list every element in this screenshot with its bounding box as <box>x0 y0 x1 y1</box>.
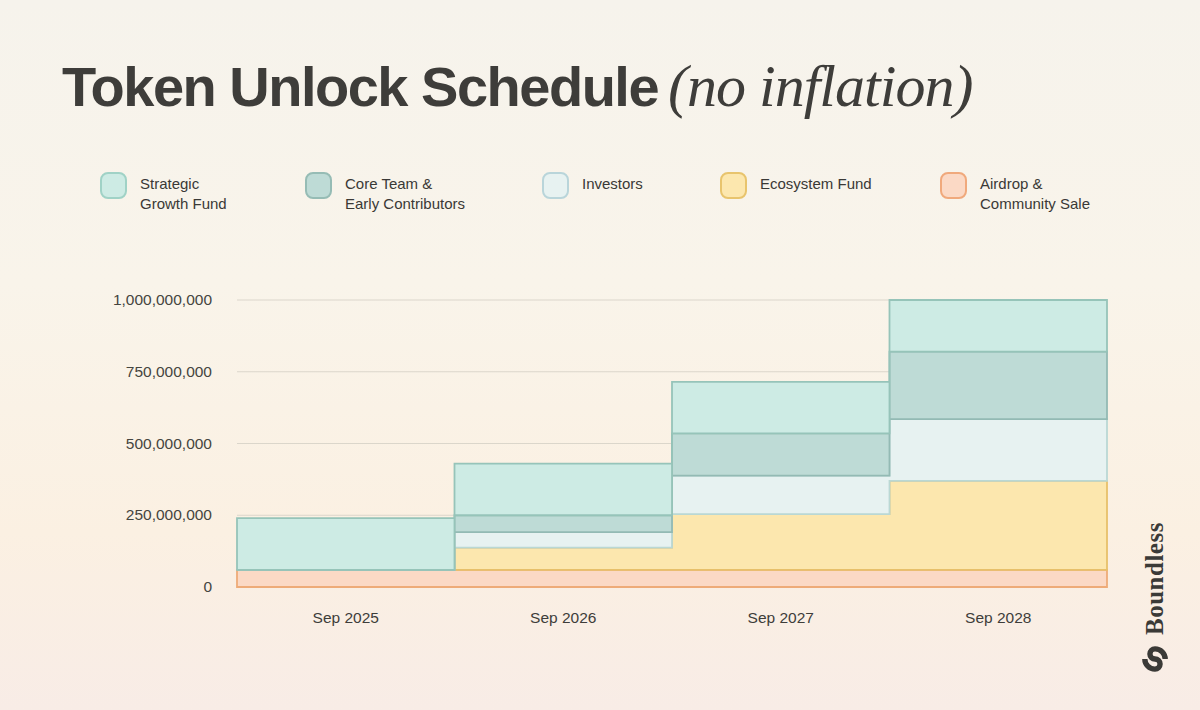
unlock-area-chart <box>0 0 1200 710</box>
brand-name: Boundless <box>1141 522 1169 635</box>
y-axis-tick-label: 500,000,000 <box>52 433 212 455</box>
boundless-logo-icon <box>1140 644 1170 674</box>
brand-lockup: Boundless <box>1138 444 1172 674</box>
x-axis-tick-label: Sep 2025 <box>266 609 426 627</box>
x-axis-tick-label: Sep 2028 <box>918 609 1078 627</box>
x-axis-tick-label: Sep 2026 <box>483 609 643 627</box>
token-unlock-schedule-page: Token Unlock Schedule(no inflation) Stra… <box>0 0 1200 710</box>
y-axis-tick-label: 750,000,000 <box>52 361 212 383</box>
x-axis-tick-label: Sep 2027 <box>701 609 861 627</box>
y-axis-tick-label: 1,000,000,000 <box>52 289 212 311</box>
y-axis-tick-label: 0 <box>52 576 212 598</box>
y-axis-tick-label: 250,000,000 <box>52 504 212 526</box>
